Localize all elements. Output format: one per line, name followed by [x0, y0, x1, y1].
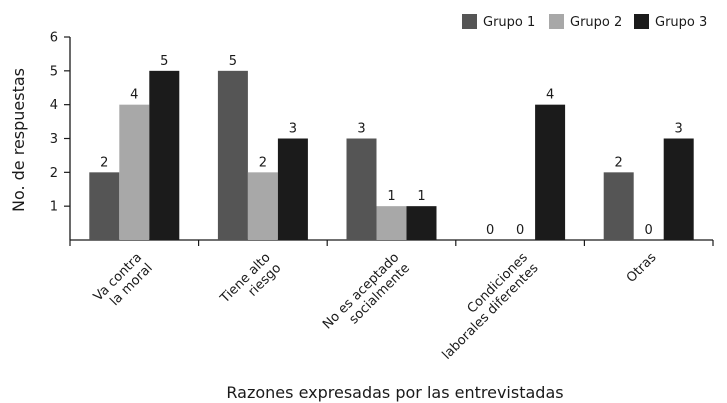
bar [535, 104, 566, 241]
legend-swatch [634, 14, 649, 29]
category-label: Otras [624, 250, 660, 286]
y-tick-label: 1 [50, 200, 58, 215]
data-label: 4 [130, 88, 138, 103]
bar [346, 138, 377, 240]
bar [149, 70, 180, 240]
data-label: 5 [229, 54, 237, 69]
data-label: 1 [387, 189, 395, 204]
bars [89, 70, 694, 241]
x-axis-title: Razones expresadas por las entrevistadas [226, 383, 563, 402]
data-label: 0 [516, 223, 524, 238]
data-label: 3 [289, 122, 297, 137]
bar [277, 138, 308, 240]
y-axis-title: No. de respuestas [9, 68, 28, 212]
data-label: 0 [645, 223, 653, 238]
y-tick-label: 4 [50, 98, 58, 113]
data-label: 3 [357, 122, 365, 137]
category-label: Tiene altoriesgo [217, 250, 284, 317]
legend-label: Grupo 1 [483, 15, 535, 30]
bar [406, 206, 437, 240]
legend-label: Grupo 3 [655, 15, 707, 30]
data-label: 1 [417, 189, 425, 204]
bar [89, 172, 120, 240]
category-label: Condicioneslaborales diferentes [429, 250, 542, 363]
y-tick-label: 2 [50, 166, 58, 181]
category-labels: Va contrala moral Tiene altoriesgo No es a… [91, 250, 660, 363]
legend: Grupo 1 Grupo 2 Grupo 3 [462, 14, 707, 30]
legend-label: Grupo 2 [570, 15, 622, 30]
data-label: 2 [100, 155, 108, 170]
category-label: Va contrala moral [91, 250, 156, 315]
y-tick-label: 5 [50, 64, 58, 79]
legend-swatch [549, 14, 564, 29]
bar [603, 172, 634, 240]
legend-swatch [462, 14, 477, 29]
data-label: 0 [486, 223, 494, 238]
bar [247, 172, 278, 240]
data-label: 2 [615, 155, 623, 170]
bar [663, 138, 694, 240]
y-tick-label: 3 [50, 132, 58, 147]
bar [376, 206, 407, 240]
data-label: 2 [259, 155, 267, 170]
data-label: 4 [546, 88, 554, 103]
data-label: 3 [675, 122, 683, 137]
data-labels: 2 4 5 5 2 3 3 1 1 0 0 4 2 0 3 [100, 54, 683, 238]
bar [119, 104, 150, 241]
bar [217, 70, 248, 240]
y-tick-label: 6 [50, 31, 58, 46]
category-label: No es aceptadosocialmente [320, 250, 413, 343]
data-label: 5 [160, 54, 168, 69]
